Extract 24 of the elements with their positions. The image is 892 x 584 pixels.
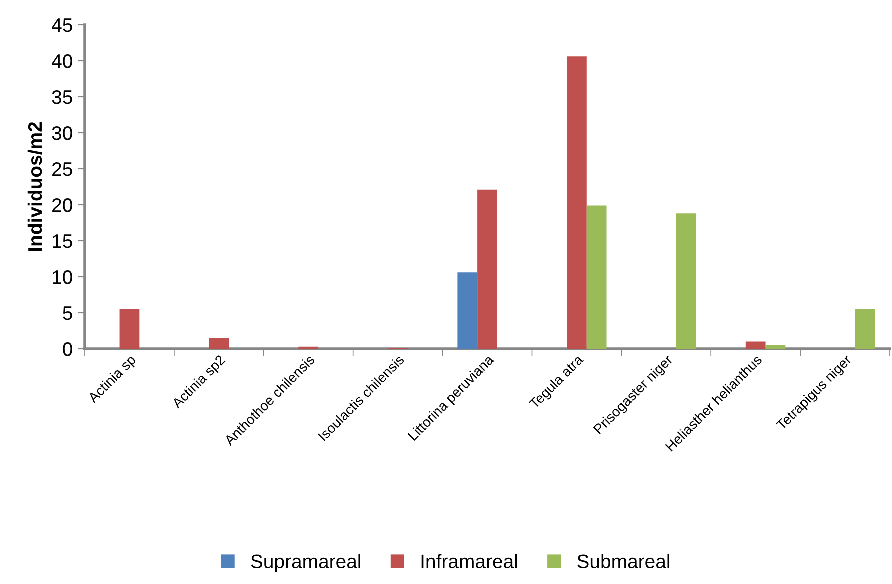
bar (478, 190, 498, 349)
y-tick-label: 15 (53, 234, 72, 248)
y-axis-title: Individuos/m2 (28, 122, 42, 252)
legend-label: Submareal (578, 554, 670, 568)
y-tick-label: 25 (52, 162, 72, 176)
y-tick-label: 10 (53, 270, 72, 284)
bar (676, 214, 696, 349)
y-tick-label: 45 (52, 18, 72, 32)
bar (586, 206, 607, 349)
bar (855, 309, 876, 349)
bar (209, 338, 230, 349)
bar (567, 56, 587, 349)
bar (458, 272, 478, 349)
bar (746, 342, 766, 349)
y-tick-label: 30 (52, 126, 72, 140)
legend-label: Supramareal (251, 554, 360, 572)
y-tick-label: 35 (52, 90, 72, 104)
legend-label: Inframareal (422, 554, 518, 568)
y-tick-label: 40 (52, 54, 72, 68)
y-tick-label: 20 (52, 198, 72, 212)
bar (120, 309, 140, 349)
y-tick-label: 0 (63, 342, 72, 356)
bar (766, 345, 786, 349)
y-tick-label: 5 (63, 306, 72, 320)
